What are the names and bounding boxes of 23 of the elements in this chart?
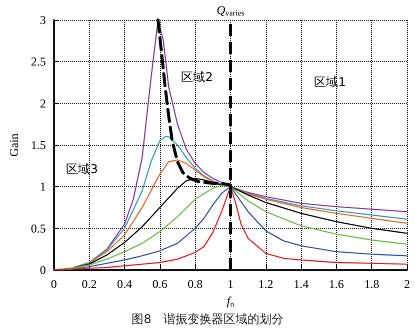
annotation: 区域2 xyxy=(181,70,213,84)
annotation: 区域3 xyxy=(66,162,98,176)
x-tick-label: 0.8 xyxy=(188,277,203,291)
x-tick-label: 1.2 xyxy=(258,277,274,291)
x-tick-label: 0 xyxy=(50,277,57,291)
y-tick-label: 0.5 xyxy=(30,221,46,236)
x-tick-label: 1.6 xyxy=(328,277,344,291)
x-tick-label: 1 xyxy=(227,277,234,291)
caption: 图8 谐振变换器区域的划分 xyxy=(132,312,284,326)
y-tick-label: 0 xyxy=(40,263,46,277)
x-tick-label: 1.4 xyxy=(294,277,309,291)
x-tick-label: 2 xyxy=(404,277,410,291)
y-tick-label: 1 xyxy=(40,180,46,194)
x-tick-label: 1.8 xyxy=(364,277,380,291)
x-tick-label: 0.2 xyxy=(82,277,97,291)
annotation: 区域1 xyxy=(314,75,346,89)
x-tick-label: 0.6 xyxy=(152,277,168,291)
y-tick-label: 1.5 xyxy=(30,138,46,152)
y-tick-label: 2.5 xyxy=(30,54,46,69)
x-tick-label: 0.4 xyxy=(117,277,132,291)
y-tick-label: 2 xyxy=(40,96,46,110)
y-tick-label: 3 xyxy=(40,13,46,27)
y-axis-title: Gain xyxy=(7,133,21,157)
